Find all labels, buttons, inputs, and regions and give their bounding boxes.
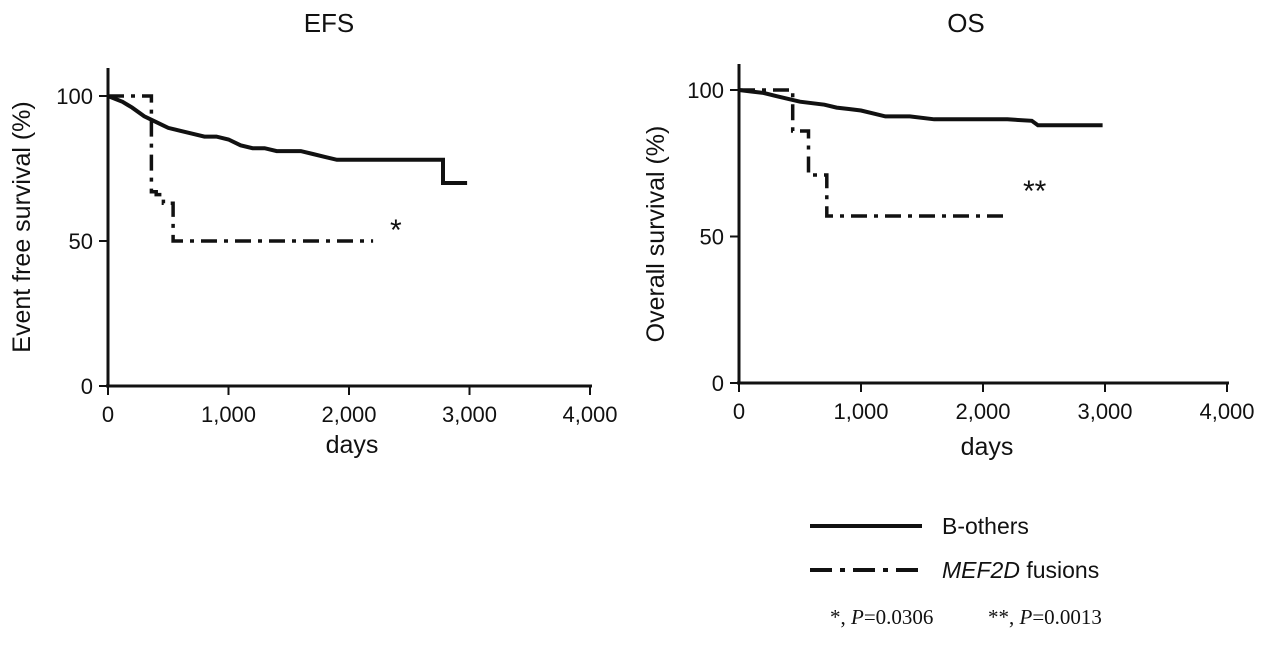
os-y-tick-label: 50	[700, 225, 724, 250]
legend-label-b-others: B-others	[942, 513, 1029, 539]
os-x-tick-label: 3,000	[1077, 399, 1132, 424]
os-x-tick-label: 4,000	[1199, 399, 1254, 424]
legend: B-others MEF2D fusions	[810, 513, 1099, 583]
footnote-p2-mark: **,	[988, 605, 1020, 629]
os-series	[738, 88, 1103, 218]
efs-ticks: 0 1,000 2,000 3,000 4,000 0 50 100	[56, 84, 617, 427]
os-x-tick-label: 0	[733, 399, 745, 424]
legend-label-mef2d: MEF2D fusions	[942, 557, 1099, 583]
os-title: OS	[947, 8, 985, 38]
footnote-p1-mark: *,	[830, 605, 851, 629]
legend-label-mef2d-rest: fusions	[1020, 557, 1099, 583]
os-ticks: 0 1,000 2,000 3,000 4,000 0 50 100	[687, 78, 1254, 424]
efs-significance-mark: *	[390, 214, 402, 247]
footnote-p2-letter: P	[1019, 605, 1033, 629]
footnote-p1-letter: P	[850, 605, 864, 629]
os-series-mef2d-fusions	[739, 88, 1008, 218]
efs-y-tick-label: 0	[81, 374, 93, 399]
efs-panel: EFS Event free survival (%) days 0 1,000 2…	[8, 8, 618, 459]
os-significance-mark: **	[1023, 175, 1047, 208]
footnote-p2: **, P=0.0013	[988, 605, 1102, 629]
os-series-b-others	[738, 88, 1103, 128]
efs-series-mef2d-fusions	[108, 94, 374, 243]
efs-y-tick-label: 50	[69, 229, 93, 254]
footnote-p1: *, P=0.0306	[830, 605, 933, 629]
os-y-tick-label: 0	[712, 371, 724, 396]
os-y-axis-label: Overall survival (%)	[642, 126, 670, 343]
os-y-tick-label: 100	[687, 78, 724, 103]
efs-x-tick-label: 3,000	[442, 402, 497, 427]
os-x-tick-label: 2,000	[955, 399, 1010, 424]
os-x-tick-label: 1,000	[833, 399, 888, 424]
efs-x-tick-label: 1,000	[201, 402, 256, 427]
efs-y-axis-label: Event free survival (%)	[8, 101, 36, 352]
efs-series	[107, 94, 468, 243]
footnote-p2-value: =0.0013	[1032, 605, 1102, 629]
efs-x-tick-label: 4,000	[562, 402, 617, 427]
legend-item-b-others: B-others	[810, 513, 1029, 539]
efs-title: EFS	[304, 8, 355, 38]
efs-x-tick-label: 0	[102, 402, 114, 427]
legend-label-mef2d-italic: MEF2D	[942, 557, 1020, 583]
os-panel: OS Overall survival (%) days 0 1,000 2,000…	[642, 8, 1255, 461]
efs-y-tick-label: 100	[56, 84, 93, 109]
legend-item-mef2d: MEF2D fusions	[810, 557, 1099, 583]
footnote-p1-value: =0.0306	[864, 605, 934, 629]
efs-x-axis-label: days	[326, 431, 379, 459]
efs-x-tick-label: 2,000	[321, 402, 376, 427]
os-x-axis-label: days	[961, 433, 1014, 461]
efs-series-b-others	[107, 94, 468, 185]
